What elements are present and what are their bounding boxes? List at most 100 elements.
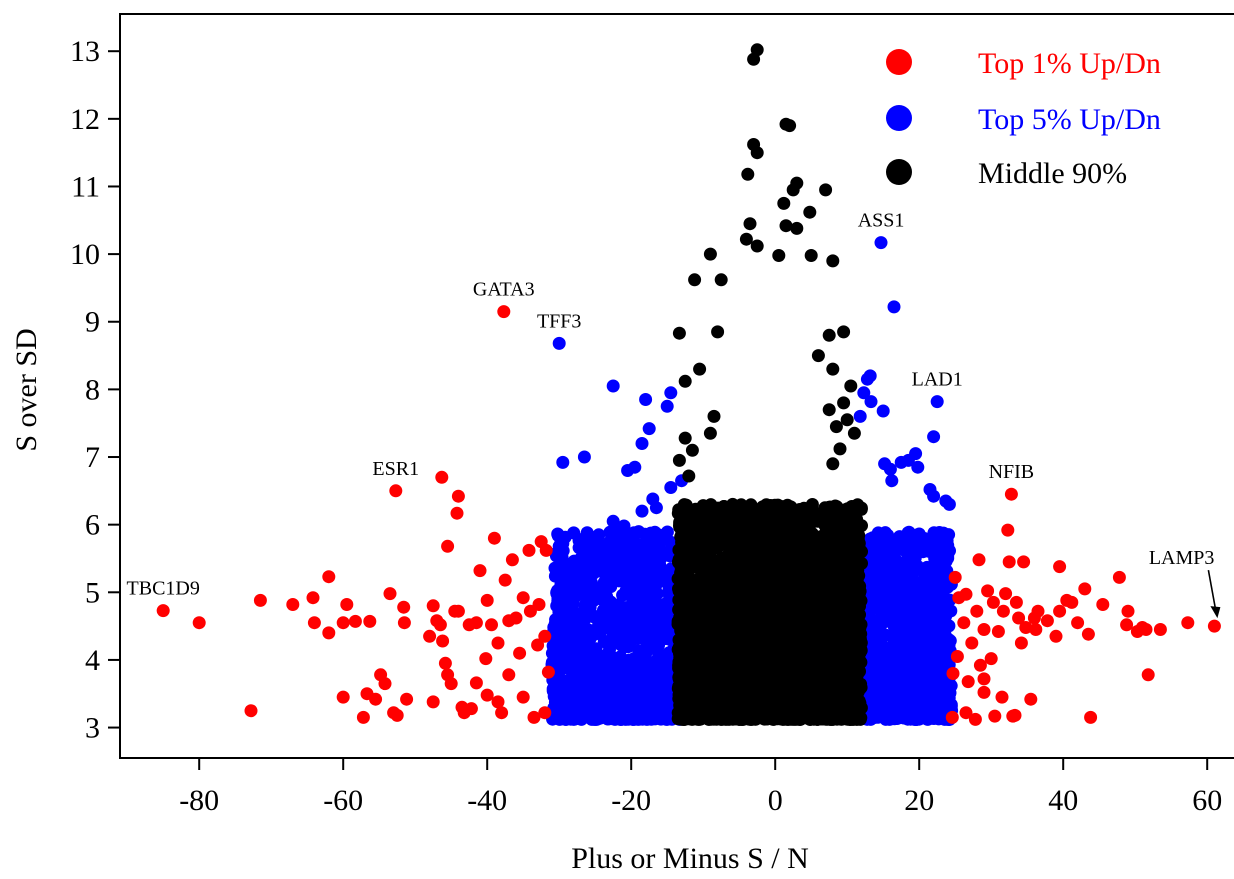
- data-point: [577, 707, 591, 721]
- cloud-top-5-up-dn-1: [855, 525, 959, 726]
- data-point: [661, 605, 675, 619]
- data-point: [924, 687, 938, 701]
- data-point: [597, 657, 610, 671]
- data-point: [883, 592, 897, 606]
- data-point: [908, 551, 922, 565]
- data-point: [900, 612, 914, 626]
- data-point: [595, 673, 609, 686]
- data-point: [657, 632, 671, 646]
- data-point: [642, 566, 656, 580]
- data-point: [652, 703, 666, 717]
- data-point: [623, 574, 637, 588]
- data-point: [602, 708, 615, 722]
- data-point: [873, 541, 887, 555]
- data-point: [587, 693, 601, 707]
- data-point: [555, 698, 569, 711]
- data-point: [579, 670, 593, 683]
- data-point: [597, 565, 611, 579]
- data-point: [914, 641, 928, 655]
- data-point: [938, 617, 952, 631]
- data-point: [611, 598, 625, 612]
- data-point: [567, 526, 581, 540]
- data-point: [643, 551, 657, 565]
- data-point: [873, 599, 887, 613]
- data-point: [605, 539, 619, 553]
- data-point: [863, 533, 877, 547]
- point-cloud-layer: [545, 497, 959, 726]
- data-point: [560, 606, 574, 620]
- data-point: [888, 541, 902, 555]
- data-point: [614, 638, 628, 652]
- data-point: [894, 649, 908, 662]
- data-point: [635, 644, 649, 658]
- data-point: [573, 557, 587, 571]
- data-point: [585, 625, 598, 639]
- data-point: [943, 544, 956, 558]
- data-point: [885, 672, 899, 686]
- data-point: [610, 624, 623, 638]
- data-point: [628, 540, 642, 553]
- data-point: [590, 706, 604, 720]
- data-point: [886, 604, 900, 618]
- data-point: [566, 654, 580, 668]
- data-point: [936, 569, 950, 583]
- data-point: [608, 557, 622, 570]
- data-point: [561, 584, 575, 597]
- data-point: [878, 689, 892, 703]
- cloud-middle-90-0: [671, 497, 868, 726]
- data-point: [938, 628, 952, 642]
- data-point: [622, 620, 636, 634]
- data-point: [574, 643, 588, 656]
- data-point: [937, 581, 951, 595]
- data-point: [571, 614, 585, 628]
- data-point: [591, 683, 605, 697]
- data-point: [632, 525, 646, 539]
- data-point: [618, 697, 632, 711]
- data-point: [627, 605, 641, 619]
- data-point: [625, 558, 639, 572]
- data-point: [594, 592, 608, 606]
- data-point: [619, 712, 633, 726]
- data-point: [887, 705, 901, 719]
- data-point: [629, 660, 643, 674]
- data-point: [557, 562, 571, 576]
- data-point: [944, 604, 958, 618]
- data-point: [924, 616, 938, 630]
- data-point: [573, 687, 587, 701]
- data-point: [553, 642, 566, 656]
- data-point: [917, 584, 931, 597]
- data-point: [908, 710, 922, 724]
- data-point: [926, 540, 940, 554]
- data-point: [652, 562, 666, 576]
- data-point: [586, 609, 600, 623]
- data-point: [637, 696, 651, 710]
- data-point: [681, 540, 695, 554]
- data-point: [870, 655, 884, 669]
- data-point: [657, 665, 671, 679]
- data-point: [635, 589, 649, 603]
- data-point: [876, 567, 890, 581]
- data-point: [599, 620, 612, 634]
- data-point: [878, 526, 892, 540]
- data-point: [589, 642, 603, 656]
- data-point: [640, 635, 654, 648]
- data-point: [615, 653, 629, 667]
- data-point: [930, 674, 944, 688]
- data-point: [646, 658, 660, 671]
- data-point: [584, 655, 598, 669]
- data-point: [907, 562, 921, 576]
- data-point: [934, 551, 948, 565]
- data-point: [630, 711, 644, 725]
- data-point: [912, 539, 925, 553]
- data-point: [918, 568, 932, 582]
- data-point: [912, 697, 925, 710]
- data-point: [660, 615, 674, 629]
- data-point: [557, 620, 571, 634]
- data-point: [556, 682, 570, 696]
- data-point: [937, 526, 950, 540]
- data-point: [942, 684, 956, 698]
- cloud-top-5-up-dn-0: [545, 525, 688, 726]
- data-point: [883, 578, 897, 592]
- data-point: [605, 674, 619, 688]
